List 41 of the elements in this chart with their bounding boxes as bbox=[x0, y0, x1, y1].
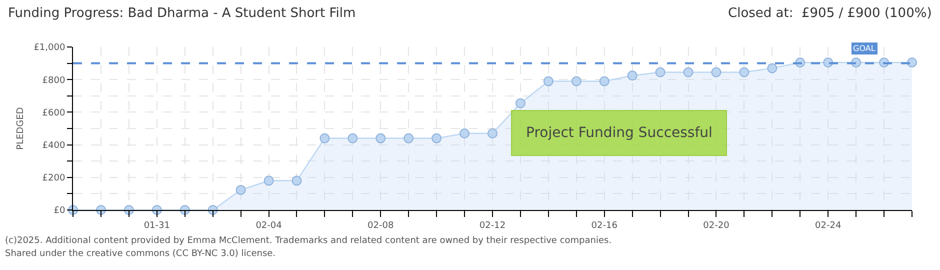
point bbox=[907, 57, 917, 68]
point bbox=[683, 67, 694, 78]
point bbox=[627, 70, 638, 81]
point bbox=[739, 67, 750, 78]
point bbox=[543, 76, 554, 86]
text: (c)2025. Additional content provided by Emma McClement. Trademarks and related content are owned by their respective companies. bbox=[5, 236, 612, 246]
point bbox=[348, 133, 358, 144]
y-tick-label: £800 bbox=[42, 76, 66, 86]
x-tick-label: 02-20 bbox=[703, 220, 730, 231]
point bbox=[599, 76, 610, 86]
x-tick-label: 02-24 bbox=[815, 220, 842, 231]
y-axis-title: PLEDGED bbox=[16, 107, 26, 150]
point bbox=[488, 128, 498, 138]
point bbox=[376, 133, 386, 144]
x-tick-label: 02-04 bbox=[256, 220, 282, 231]
y-tick-label: £200 bbox=[42, 174, 66, 184]
point bbox=[320, 133, 330, 144]
point bbox=[767, 63, 778, 74]
ref-line-label: GOAL bbox=[853, 44, 876, 53]
x-tick-label: 01-31 bbox=[144, 220, 170, 231]
point bbox=[432, 133, 442, 144]
point bbox=[292, 176, 302, 186]
x-tick-label: 02-08 bbox=[368, 220, 394, 231]
y-tick-label: £1,000 bbox=[34, 43, 66, 54]
text: Shared under the creative commons (CC BY-NC 3.0) license. bbox=[5, 249, 276, 259]
point bbox=[711, 67, 722, 78]
point bbox=[236, 184, 246, 195]
point bbox=[460, 128, 470, 138]
point bbox=[655, 67, 666, 78]
x-tick-label: 02-16 bbox=[591, 220, 618, 231]
chart-title: Funding Progress: Bad Dharma - A Student Short Film bbox=[8, 6, 356, 21]
annotation: Project Funding Successful bbox=[526, 125, 712, 141]
y-tick-label: £400 bbox=[42, 140, 66, 151]
x-tick-label: 02-12 bbox=[479, 220, 506, 231]
chart-subtitle: Closed at: £905 / £900 (100%) bbox=[728, 6, 932, 21]
y-tick-label: £0 bbox=[54, 206, 66, 216]
y-tick-label: £600 bbox=[42, 108, 66, 118]
point bbox=[264, 176, 274, 186]
point bbox=[404, 133, 414, 144]
point bbox=[571, 76, 582, 86]
point bbox=[515, 98, 526, 108]
